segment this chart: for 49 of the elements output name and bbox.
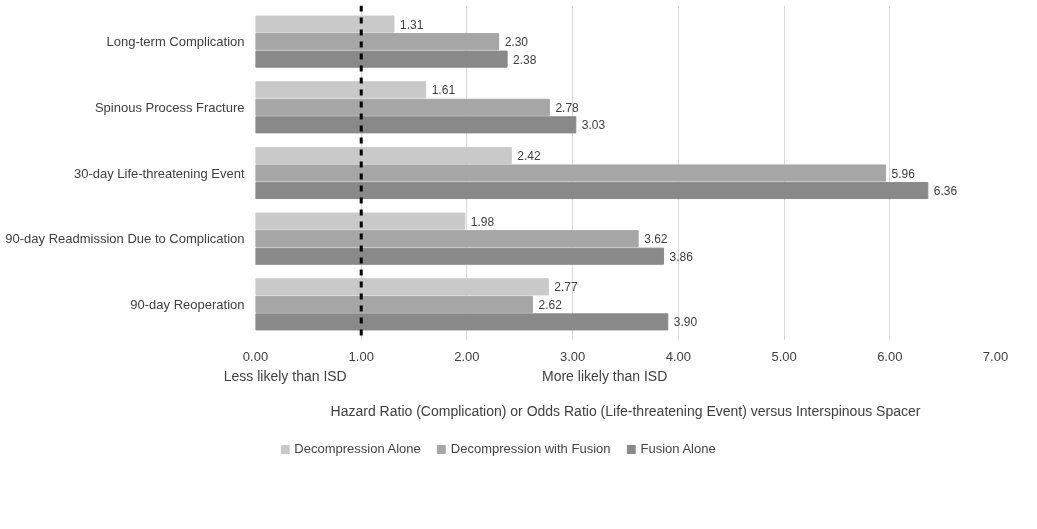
bar xyxy=(255,15,395,33)
data-label: 2.42 xyxy=(517,148,542,163)
legend-label: Decompression Alone xyxy=(294,441,421,456)
text: More likely than ISD xyxy=(541,367,668,384)
data-label: 5.96 xyxy=(891,166,916,181)
data-label: 2.77 xyxy=(554,280,579,295)
data-label: 1.98 xyxy=(470,214,495,229)
legend-label: Decompression with Fusion xyxy=(450,441,611,456)
data-label: 3.86 xyxy=(669,249,694,264)
bar xyxy=(255,278,549,296)
y-tick-label: Long-term Complication xyxy=(106,34,245,50)
bar xyxy=(255,164,887,182)
data-label: 3.03 xyxy=(581,118,606,133)
x-tick-label: 1.00 xyxy=(348,348,374,364)
bar xyxy=(255,247,665,265)
bar xyxy=(255,212,466,230)
x-tick-label: 5.00 xyxy=(771,348,797,364)
bar xyxy=(255,146,512,165)
x-tick-label: 0.00 xyxy=(242,348,269,364)
data-label: 2.38 xyxy=(513,52,537,67)
y-tick-label: 90-day Readmission Due to Complication xyxy=(5,231,245,247)
bar xyxy=(255,230,639,248)
x-tick-label: 7.00 xyxy=(982,348,1009,364)
bar xyxy=(255,33,500,51)
data-label: 2.30 xyxy=(504,35,529,50)
bar xyxy=(255,313,669,331)
data-label: 6.36 xyxy=(933,184,958,199)
data-label: 3.62 xyxy=(644,232,668,247)
x-tick-label: 4.00 xyxy=(665,348,692,364)
y-tick-label: Spinous Process Fracture xyxy=(94,99,245,115)
x-tick-label: 2.00 xyxy=(454,348,480,364)
data-label: 2.78 xyxy=(555,100,580,115)
bar xyxy=(255,181,929,200)
x-tick-label: 6.00 xyxy=(877,348,903,364)
bar xyxy=(255,50,508,68)
text: Less likely than ISD xyxy=(223,367,347,384)
y-tick-label: 90-day Reoperation xyxy=(130,296,245,312)
bar xyxy=(255,116,577,134)
data-label: 1.31 xyxy=(399,17,424,32)
data-label: 1.61 xyxy=(431,83,456,98)
bar xyxy=(255,81,427,99)
x-axis-title: Hazard Ratio (Complication) or Odds Ratio (Life-threatening Event) versus Interspinous Spacer xyxy=(330,403,921,419)
x-tick-label: 3.00 xyxy=(559,348,586,364)
bar xyxy=(255,98,550,116)
bar xyxy=(255,295,533,313)
y-tick-label: 30-day Life-threatening Event xyxy=(73,165,245,181)
legend-label: Fusion Alone xyxy=(640,441,716,456)
data-label: 3.90 xyxy=(673,315,698,330)
data-label: 2.62 xyxy=(538,297,563,312)
